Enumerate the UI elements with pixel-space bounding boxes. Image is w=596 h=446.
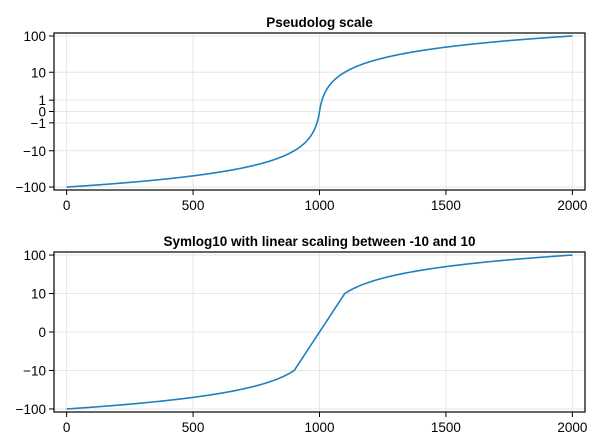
chart-title: Symlog10 with linear scaling between -10… [163, 234, 475, 249]
y-tick-label: 0 [38, 105, 46, 120]
x-tick-label: 1500 [431, 420, 461, 435]
x-tick-label: 0 [63, 198, 71, 213]
x-tick-label: 1000 [304, 198, 334, 213]
y-tick-label: 100 [23, 29, 46, 44]
panel-2: Symlog10 with linear scaling between -10… [16, 234, 588, 435]
x-tick-label: 2000 [557, 420, 587, 435]
y-tick-label: −10 [23, 144, 46, 159]
chart-title: Pseudolog scale [266, 15, 373, 30]
x-tick-label: 500 [182, 420, 205, 435]
y-tick-label: 1 [38, 93, 46, 108]
y-tick-label: −100 [16, 402, 46, 417]
y-tick-label: −1 [31, 116, 46, 131]
x-tick-label: 1000 [304, 420, 334, 435]
y-tick-label: −10 [23, 363, 46, 378]
series-line [66, 254, 573, 410]
y-tick-label: 10 [31, 65, 46, 80]
x-tick-label: 0 [63, 420, 71, 435]
series-line [66, 35, 573, 188]
y-tick-label: −100 [16, 180, 46, 195]
x-tick-label: 1500 [431, 198, 461, 213]
y-tick-label: 10 [31, 287, 46, 302]
x-tick-label: 500 [182, 198, 205, 213]
y-tick-label: 100 [23, 248, 46, 263]
y-tick-label: 0 [38, 325, 46, 340]
x-tick-label: 2000 [557, 198, 587, 213]
